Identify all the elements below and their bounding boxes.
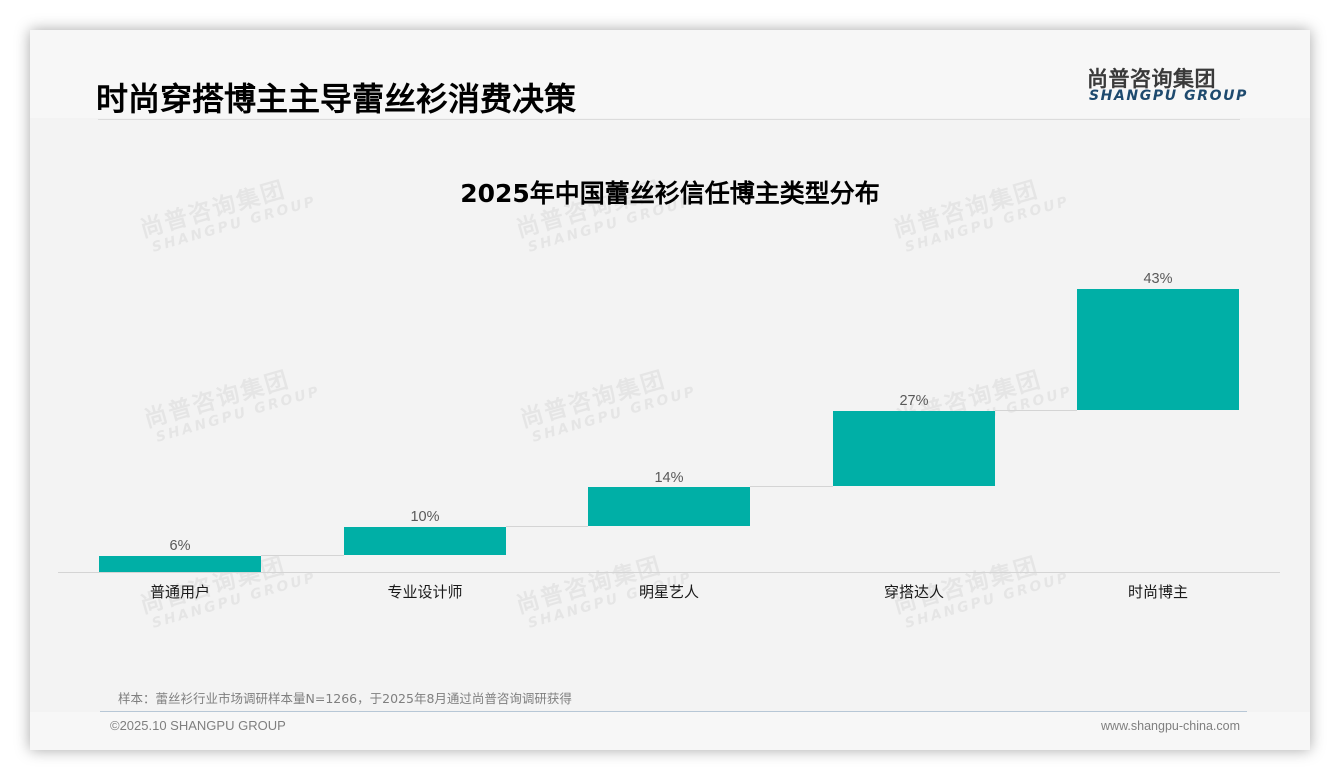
x-axis-category-label: 穿搭达人 [883,583,944,601]
header-divider [98,119,1240,120]
bar-value-label: 27% [899,393,929,409]
x-axis-category-label: 明星艺人 [638,583,699,601]
source-note: 样本：蕾丝衫行业市场调研样本量N=1266，于2025年8月通过尚普咨询调研获得 [118,691,572,706]
x-axis-category-label: 专业设计师 [387,583,463,601]
company-logo-en: SHANGPU GROUP [1089,88,1248,104]
bar-value-label: 43% [1143,271,1173,287]
step-connector [261,555,344,556]
bar-value-label: 6% [169,538,191,554]
bar-明星艺人 [588,487,750,526]
step-connector [995,410,1077,411]
bar-value-label: 10% [410,509,440,525]
bar-普通用户 [99,556,261,572]
watermark: 尚普咨询集团 SHANGPU GROUP [141,366,323,446]
bar-时尚博主 [1077,289,1239,410]
company-logo-cn: 尚普咨询集团 [1087,67,1216,91]
x-axis-category-label: 时尚博主 [1127,583,1188,601]
x-axis-line [58,572,1280,573]
bar-专业设计师 [344,527,506,555]
chart-title: 2025年中国蕾丝衫信任博主类型分布 [460,179,880,208]
footer-divider [100,711,1247,712]
bar-穿搭达人 [833,411,995,486]
step-connector [750,486,833,487]
header-band [30,30,1310,118]
slide: 尚普咨询集团 SHANGPU GROUP 尚普咨询集团 SHANGPU GROU… [30,30,1310,750]
copyright-text: ©2025.10 SHANGPU GROUP [110,718,286,733]
x-axis-category-label: 普通用户 [149,583,210,601]
bar-value-label: 14% [654,470,684,486]
step-connector [506,526,588,527]
website-link[interactable]: www.shangpu-china.com [1101,719,1240,733]
footer-band [30,712,1310,750]
page-title: 时尚穿搭博主主导蕾丝衫消费决策 [96,80,577,118]
watermark: 尚普咨询集团 SHANGPU GROUP [517,366,699,446]
